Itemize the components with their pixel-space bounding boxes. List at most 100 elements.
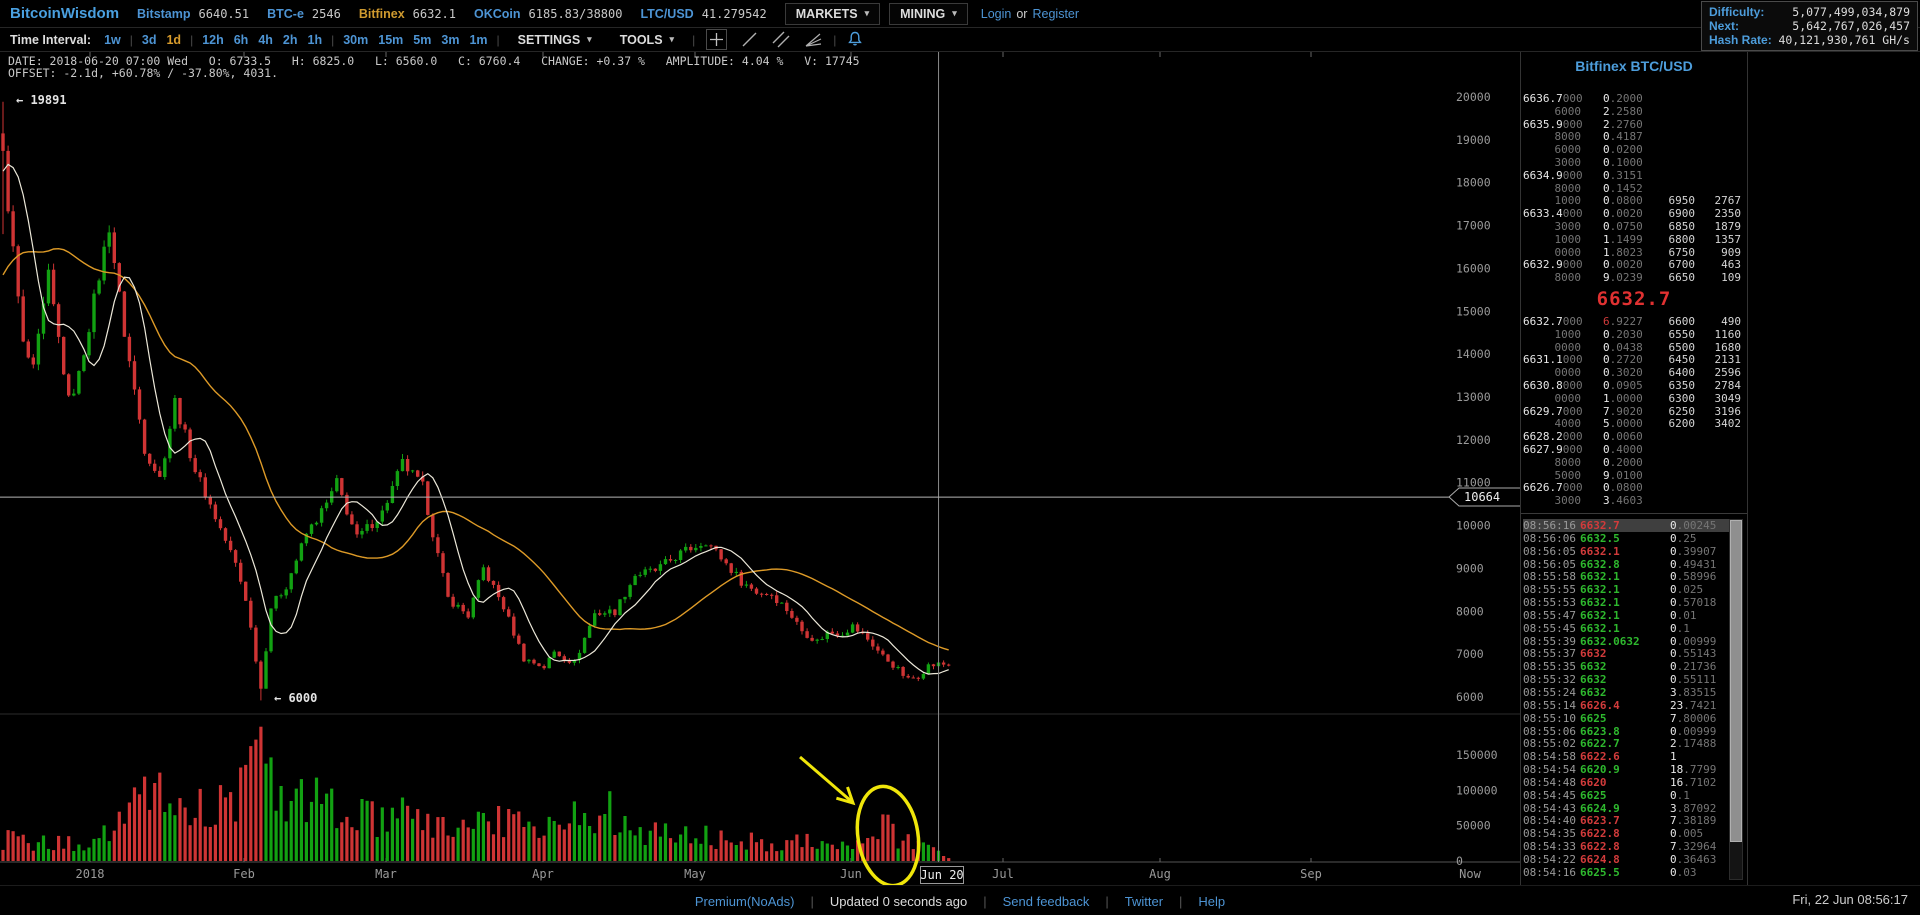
price-main: 6634.9 [1523,168,1563,182]
price-cell: 6000 [1523,105,1582,118]
depth-price: 6500 [1668,340,1696,354]
help-link[interactable]: Help [1198,893,1226,909]
trade-row: 08:54:45 6625 0.1 [1523,789,1729,802]
crosshair-price-tag [1448,487,1520,507]
depth-cumulative: 1160 [1714,327,1742,341]
amount-int: 0 [1670,852,1677,866]
market-ticker-ltc/usd[interactable]: LTC/USD 41.279542 [640,7,766,21]
market-name: Bitstamp [137,6,191,21]
amount-cell: 0.2030 [1581,328,1653,341]
amount-int: 0 [1603,258,1610,272]
market-ticker-okcoin[interactable]: OKCoin 6185.83/38800 [474,7,622,21]
amount-cell: 0.2000 [1581,456,1653,469]
interval-15m[interactable]: 15m [378,32,404,47]
amount-frac: .80006 [1676,711,1717,725]
market-name: Bitfinex [358,6,405,21]
amount-int: 16 [1670,775,1684,789]
svg-text:100000: 100000 [1456,783,1498,797]
market-ticker-btc-e[interactable]: BTC-e 2546 [267,7,341,21]
amount-frac: .55143 [1676,647,1717,661]
bid-row: 0000 0.3020 6400 2596 [1523,366,1745,379]
crosshair-tool-icon[interactable] [706,29,728,50]
last-price: 6632.7 [1596,288,1672,310]
scrollbar-thumb[interactable] [1730,520,1742,842]
trade-row: 08:54:48 6620 16.7102 [1523,776,1729,789]
depth-cumulative [1695,494,1741,507]
markets-menu-button[interactable]: MARKETS ▾ [784,2,881,25]
svg-text:Feb: Feb [233,867,255,881]
trade-row: 08:56:05 6632.1 0.39907 [1523,545,1729,558]
interval-1d[interactable]: 1d [166,32,182,47]
trade-price: 6632.1 [1580,621,1620,635]
parallel-lines-tool-icon[interactable] [772,31,790,48]
trade-row: 08:55:37 6632 0.55143 [1523,647,1729,660]
ma-slow-line [2,247,949,651]
market-ticker-bitstamp[interactable]: Bitstamp 6640.51 [137,7,249,21]
interval-1h[interactable]: 1h [307,32,323,47]
market-ticker-bitfinex[interactable]: Bitfinex 6632.1 [359,7,456,21]
interval-3d[interactable]: 3d [141,32,157,47]
price-cell: 6626.7000 [1523,481,1583,495]
depth-price: 6950 [1668,194,1696,208]
interval-12h[interactable]: 12h [202,32,224,47]
amount-frac: .2000 [1609,92,1643,105]
trade-time: 08:54:43 [1523,801,1576,815]
ohlc-info-line: DATE: 2018-06-20 07:00 Wed O: 6733.5 H: … [8,54,860,68]
price-cell: 6630.8000 [1523,379,1583,392]
trade-amount: 0.49431 [1670,558,1729,571]
interval-30m[interactable]: 30m [343,32,369,47]
trade-price: 6632.5 [1580,531,1620,545]
amount-frac: .0060 [1609,430,1643,444]
trade-price: 6632.8 [1580,557,1620,571]
interval-2h[interactable]: 2h [282,32,298,47]
interval-1m[interactable]: 1m [469,32,488,47]
trade-history-scrollbar[interactable] [1729,519,1743,880]
fan-lines-tool-icon[interactable] [804,31,822,48]
alert-bell-icon[interactable] [847,31,863,48]
svg-text:150000: 150000 [1456,748,1498,762]
svg-text:May: May [684,867,706,881]
annotation-ellipse [855,784,921,885]
premium-link[interactable]: Premium(NoAds) [694,893,795,909]
amount-frac: .1499 [1609,232,1643,246]
trade-row: 08:55:45 6632.1 0.1 [1523,622,1729,635]
candlestick-chart[interactable]: 20000 19000 18000 17000 16000 15000 14000 13000… [0,52,1520,885]
price-cell: 8000 [1523,130,1582,143]
interval-6h[interactable]: 6h [233,32,249,47]
amount-int: 1 [1603,245,1610,259]
login-link[interactable]: Login [980,6,1012,21]
bitcoinwisdom-logo[interactable]: BitcoinWisdom [10,5,120,22]
tools-menu-button[interactable]: TOOLS ▾ [620,33,674,47]
interval-5m[interactable]: 5m [413,32,432,47]
register-link[interactable]: Register [1032,6,1080,21]
trendline-tool-icon[interactable] [741,31,758,48]
trade-price: 6632 [1580,660,1607,674]
interval-3m[interactable]: 3m [441,32,460,47]
interval-4h[interactable]: 4h [258,32,273,47]
trade-amount: 0.03 [1670,866,1729,879]
price-dim: 000 [1562,481,1583,495]
trade-row: 08:55:32 6632 0.55111 [1523,673,1729,686]
send-feedback-link[interactable]: Send feedback [1002,893,1090,909]
amount-frac: .32964 [1676,840,1717,854]
depth-cumulative: 2784 [1714,378,1742,392]
depth-price [1653,105,1695,118]
interval-list: 1w | 3d 1d | 12h 6h 4h 2h 1h | 30m 15m 5m 3m 1m | [99,33,504,47]
depth-cumulative [1695,105,1741,118]
trade-time: 08:55:32 [1523,673,1576,687]
depth-price: 6550 [1668,327,1696,341]
amount-int: 0 [1670,673,1677,687]
twitter-link[interactable]: Twitter [1124,893,1164,909]
candles [1,101,951,701]
settings-menu-button[interactable]: SETTINGS ▾ [518,33,592,47]
ask-row: 3000 0.0750 6850 1879 [1523,220,1745,233]
mining-menu-button[interactable]: MINING ▾ [889,2,968,25]
amount-frac: .00999 [1676,724,1717,738]
chevron-down-icon: ▾ [952,8,957,18]
amount-frac: .3151 [1609,168,1643,182]
amount-int: 0 [1670,519,1677,532]
amount-frac: .4603 [1609,494,1643,508]
amount-cell: 0.3020 [1581,366,1653,379]
amount-int: 3 [1603,494,1610,508]
interval-1w[interactable]: 1w [104,32,121,47]
